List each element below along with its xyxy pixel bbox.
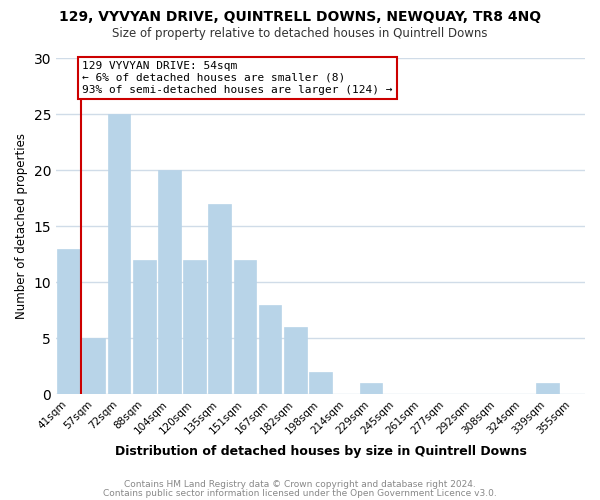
Bar xyxy=(208,204,231,394)
Bar xyxy=(82,338,105,394)
Text: 129, VYVYAN DRIVE, QUINTRELL DOWNS, NEWQUAY, TR8 4NQ: 129, VYVYAN DRIVE, QUINTRELL DOWNS, NEWQ… xyxy=(59,10,541,24)
Bar xyxy=(309,372,332,394)
Bar xyxy=(183,260,206,394)
Bar xyxy=(233,260,256,394)
Text: Contains public sector information licensed under the Open Government Licence v3: Contains public sector information licen… xyxy=(103,489,497,498)
Bar xyxy=(284,327,307,394)
Bar xyxy=(58,248,80,394)
Bar xyxy=(133,260,155,394)
Bar xyxy=(259,304,281,394)
X-axis label: Distribution of detached houses by size in Quintrell Downs: Distribution of detached houses by size … xyxy=(115,444,526,458)
Y-axis label: Number of detached properties: Number of detached properties xyxy=(15,133,28,319)
Bar xyxy=(107,114,130,394)
Text: Size of property relative to detached houses in Quintrell Downs: Size of property relative to detached ho… xyxy=(112,28,488,40)
Bar xyxy=(359,383,382,394)
Text: Contains HM Land Registry data © Crown copyright and database right 2024.: Contains HM Land Registry data © Crown c… xyxy=(124,480,476,489)
Bar xyxy=(158,170,181,394)
Bar xyxy=(536,383,559,394)
Text: 129 VYVYAN DRIVE: 54sqm
← 6% of detached houses are smaller (8)
93% of semi-deta: 129 VYVYAN DRIVE: 54sqm ← 6% of detached… xyxy=(82,62,393,94)
